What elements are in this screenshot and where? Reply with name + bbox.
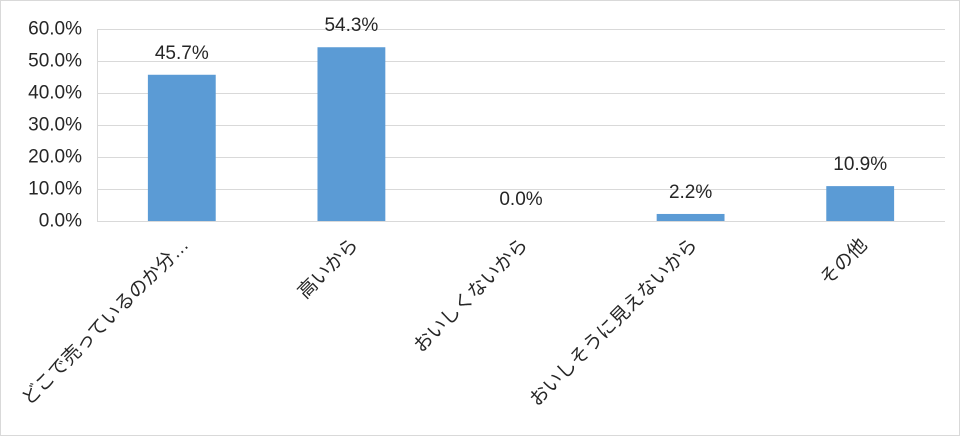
data-labels: 45.7% 54.3% 0.0% 2.2% 10.9% <box>155 15 887 210</box>
bar-1 <box>147 74 216 221</box>
bar-2 <box>317 47 386 221</box>
y-tick-label: 40.0% <box>28 83 82 104</box>
data-label: 45.7% <box>155 43 209 64</box>
data-label: 54.3% <box>324 15 378 36</box>
bars <box>147 47 895 221</box>
y-tick-label: 50.0% <box>28 51 82 72</box>
y-tick-label: 30.0% <box>28 115 82 136</box>
y-tick-label: 60.0% <box>28 19 82 40</box>
y-tick-label: 20.0% <box>28 147 82 168</box>
data-label: 2.2% <box>669 182 712 203</box>
gridlines <box>97 29 945 222</box>
bar-4 <box>656 213 725 221</box>
data-label: 10.9% <box>833 154 887 175</box>
y-tick-label: 10.0% <box>28 179 82 200</box>
data-label: 0.0% <box>499 189 542 210</box>
y-tick-label: 0.0% <box>39 211 82 232</box>
bar-5 <box>826 186 895 221</box>
y-axis-labels: 0.0% 10.0% 20.0% 30.0% 40.0% 50.0% 60.0% <box>28 19 82 232</box>
